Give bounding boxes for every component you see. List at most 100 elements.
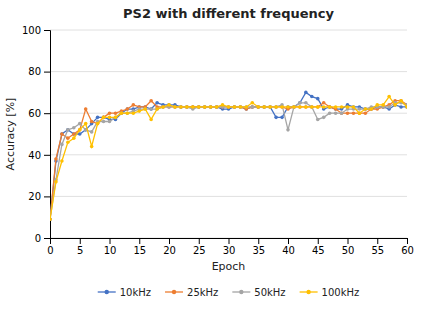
- point: [251, 101, 255, 105]
- point: [405, 105, 407, 109]
- point: [316, 97, 320, 101]
- point: [96, 122, 100, 126]
- point: [149, 107, 153, 111]
- point: [50, 217, 52, 221]
- tick-label: 25: [193, 245, 206, 256]
- point: [179, 105, 183, 109]
- tick-mark: [288, 238, 289, 244]
- tick-label: 10: [104, 245, 117, 256]
- point: [251, 105, 255, 109]
- point: [60, 132, 64, 136]
- point: [108, 111, 112, 115]
- legend-item: 25kHz: [165, 287, 218, 298]
- point: [340, 105, 344, 109]
- point: [370, 107, 374, 111]
- point: [298, 101, 302, 105]
- point: [387, 95, 391, 99]
- point: [233, 105, 237, 109]
- point: [346, 105, 350, 109]
- point: [126, 107, 130, 111]
- point: [185, 105, 189, 109]
- tick-mark: [80, 238, 81, 244]
- point: [108, 120, 112, 124]
- line: [50, 101, 407, 220]
- tick-label: 20: [163, 245, 176, 256]
- point: [209, 105, 213, 109]
- point: [137, 109, 141, 113]
- axis-line: [44, 31, 51, 239]
- tick: 5: [77, 238, 83, 256]
- point: [227, 105, 231, 109]
- x-axis: 051015202530354045505560: [47, 238, 414, 256]
- tick-label: 60: [401, 245, 414, 256]
- tick: 0: [35, 233, 50, 244]
- point: [197, 105, 201, 109]
- point: [126, 107, 130, 111]
- point: [90, 145, 94, 149]
- point: [173, 105, 177, 109]
- point: [221, 103, 225, 107]
- point: [155, 101, 159, 105]
- point: [358, 111, 362, 115]
- tick: 20: [28, 191, 50, 202]
- point: [304, 105, 308, 109]
- point: [161, 105, 165, 109]
- point: [72, 136, 76, 140]
- point: [310, 105, 314, 109]
- tick-label: 55: [371, 245, 384, 256]
- point: [328, 105, 332, 109]
- point: [78, 122, 82, 126]
- point: [245, 105, 249, 109]
- tick-mark: [44, 72, 50, 73]
- tick-label: 35: [252, 245, 265, 256]
- point: [322, 116, 326, 120]
- tick: 60: [28, 108, 50, 119]
- point: [393, 103, 397, 107]
- tick-mark: [199, 238, 200, 244]
- point: [50, 217, 52, 221]
- point: [322, 105, 326, 109]
- point: [96, 122, 100, 126]
- point: [90, 120, 94, 124]
- y-axis-title: Accuracy [%]: [4, 98, 17, 171]
- point: [352, 105, 356, 109]
- point: [268, 105, 272, 109]
- point: [292, 105, 296, 109]
- point: [102, 116, 106, 120]
- point: [358, 107, 362, 111]
- point: [298, 105, 302, 109]
- point: [304, 91, 308, 95]
- point: [256, 105, 260, 109]
- point: [364, 111, 368, 115]
- tick-mark: [44, 113, 50, 114]
- point: [340, 111, 344, 115]
- point: [227, 105, 231, 109]
- point: [286, 105, 290, 109]
- legend-label: 10kHz: [120, 287, 151, 298]
- point: [215, 105, 219, 109]
- tick: 40: [28, 150, 50, 161]
- point: [120, 111, 124, 115]
- point: [364, 107, 368, 111]
- point: [245, 105, 249, 109]
- point: [84, 122, 88, 126]
- grid: [50, 30, 407, 238]
- point: [364, 107, 368, 111]
- tick-mark: [258, 238, 259, 244]
- point: [96, 116, 100, 120]
- tick-label: 100: [22, 25, 41, 36]
- legend-label: 50kHz: [254, 287, 285, 298]
- point: [239, 105, 243, 109]
- point: [50, 217, 52, 221]
- point: [227, 105, 231, 109]
- tick-mark: [407, 238, 408, 244]
- point: [173, 105, 177, 109]
- point: [399, 99, 403, 103]
- point: [286, 128, 290, 132]
- point: [280, 116, 284, 120]
- point: [66, 141, 70, 145]
- point: [310, 95, 314, 99]
- tick: 35: [252, 238, 265, 256]
- point: [66, 136, 70, 140]
- tick: 45: [312, 238, 325, 256]
